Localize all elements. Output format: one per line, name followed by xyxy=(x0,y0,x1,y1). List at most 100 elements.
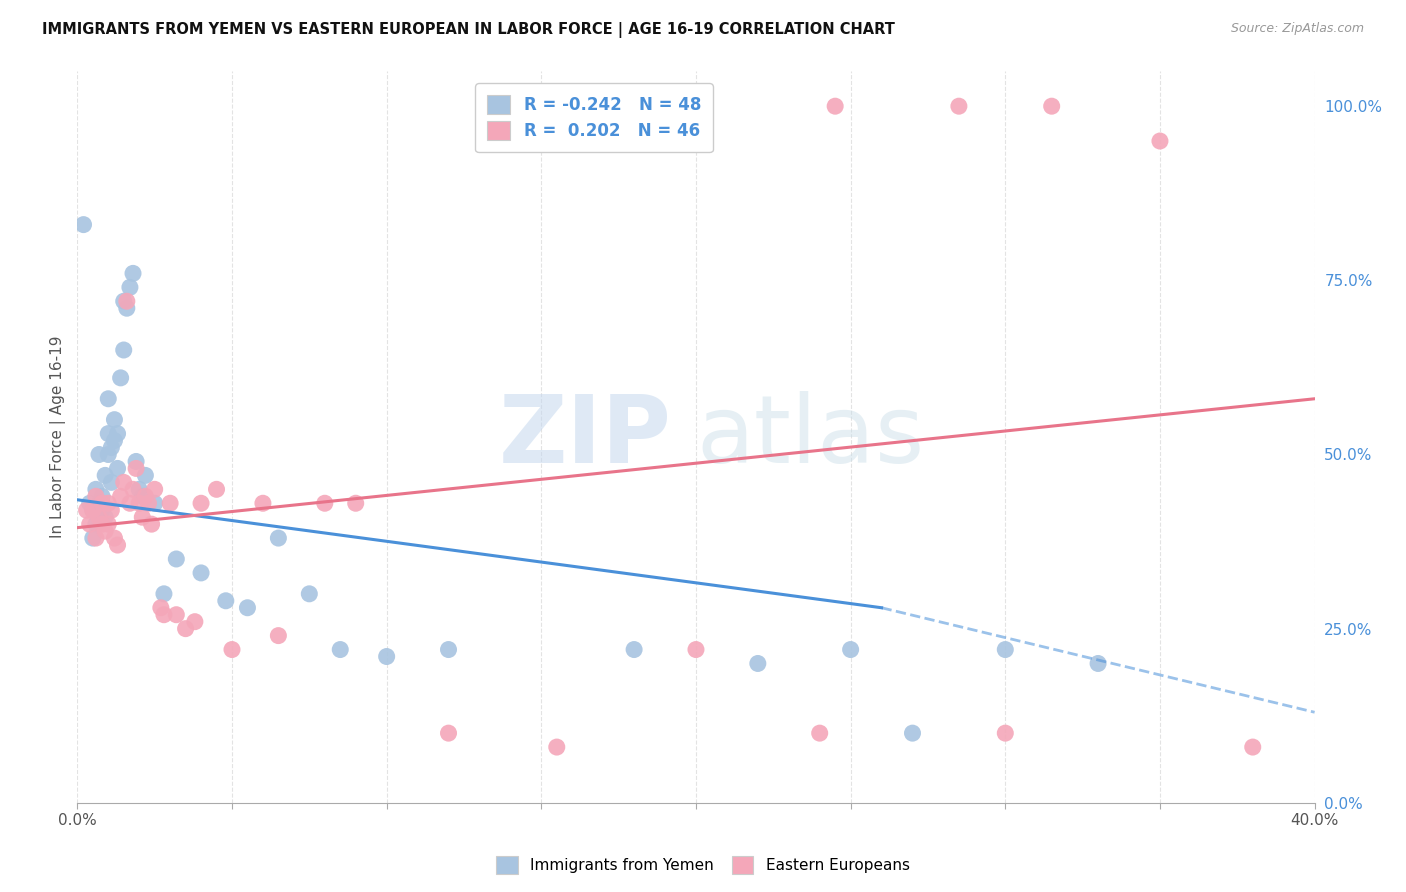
Point xyxy=(128,496,150,510)
Point xyxy=(901,726,924,740)
Point xyxy=(824,99,846,113)
Point xyxy=(84,517,107,532)
Point xyxy=(87,510,110,524)
Point xyxy=(839,642,862,657)
Point xyxy=(623,642,645,657)
Point xyxy=(94,468,117,483)
Point xyxy=(79,496,101,510)
Point xyxy=(267,531,290,545)
Point xyxy=(100,441,122,455)
Point xyxy=(190,566,212,580)
Point xyxy=(153,607,176,622)
Point xyxy=(1149,134,1171,148)
Point xyxy=(84,531,107,545)
Point xyxy=(118,280,141,294)
Legend: Immigrants from Yemen, Eastern Europeans: Immigrants from Yemen, Eastern Europeans xyxy=(491,850,915,880)
Point xyxy=(125,454,148,468)
Legend: R = -0.242   N = 48, R =  0.202   N = 46: R = -0.242 N = 48, R = 0.202 N = 46 xyxy=(475,83,713,152)
Point xyxy=(118,496,141,510)
Point xyxy=(97,448,120,462)
Point xyxy=(115,301,138,316)
Point xyxy=(87,496,110,510)
Point xyxy=(131,510,153,524)
Point xyxy=(107,538,129,552)
Point xyxy=(128,483,150,497)
Point xyxy=(808,726,831,740)
Point xyxy=(143,496,166,510)
Point xyxy=(103,412,125,426)
Point xyxy=(84,489,107,503)
Point xyxy=(138,496,160,510)
Point xyxy=(165,552,187,566)
Text: IMMIGRANTS FROM YEMEN VS EASTERN EUROPEAN IN LABOR FORCE | AGE 16-19 CORRELATION: IMMIGRANTS FROM YEMEN VS EASTERN EUROPEA… xyxy=(42,22,896,38)
Point xyxy=(91,517,114,532)
Point xyxy=(110,489,132,503)
Point xyxy=(94,510,117,524)
Point xyxy=(437,726,460,740)
Point xyxy=(82,503,104,517)
Point xyxy=(79,517,101,532)
Point xyxy=(115,294,138,309)
Point xyxy=(153,587,176,601)
Point xyxy=(314,496,336,510)
Point xyxy=(190,496,212,510)
Point xyxy=(110,371,132,385)
Point xyxy=(184,615,207,629)
Point xyxy=(107,461,129,475)
Point xyxy=(149,600,172,615)
Point xyxy=(141,517,163,532)
Text: ZIP: ZIP xyxy=(498,391,671,483)
Point xyxy=(685,642,707,657)
Point xyxy=(252,496,274,510)
Point xyxy=(97,392,120,406)
Point xyxy=(143,483,166,497)
Point xyxy=(100,503,122,517)
Point xyxy=(112,294,135,309)
Point xyxy=(82,531,104,545)
Point xyxy=(375,649,398,664)
Point xyxy=(131,489,153,503)
Point xyxy=(267,629,290,643)
Point xyxy=(97,517,120,532)
Point xyxy=(1241,740,1264,755)
Point xyxy=(159,496,181,510)
Point xyxy=(994,642,1017,657)
Point xyxy=(97,426,120,441)
Point xyxy=(215,594,238,608)
Text: atlas: atlas xyxy=(696,391,924,483)
Point xyxy=(134,468,156,483)
Point xyxy=(91,503,114,517)
Point xyxy=(122,266,145,280)
Point xyxy=(91,489,114,503)
Point xyxy=(174,622,197,636)
Text: Source: ZipAtlas.com: Source: ZipAtlas.com xyxy=(1230,22,1364,36)
Point xyxy=(546,740,568,755)
Point xyxy=(165,607,187,622)
Point xyxy=(76,503,98,517)
Point xyxy=(1087,657,1109,671)
Point xyxy=(298,587,321,601)
Point xyxy=(948,99,970,113)
Point xyxy=(97,496,120,510)
Point xyxy=(107,426,129,441)
Point xyxy=(72,218,94,232)
Point xyxy=(437,642,460,657)
Point xyxy=(103,531,125,545)
Point xyxy=(236,600,259,615)
Point xyxy=(122,483,145,497)
Point xyxy=(221,642,243,657)
Point xyxy=(994,726,1017,740)
Point xyxy=(329,642,352,657)
Point xyxy=(134,489,156,503)
Point xyxy=(1040,99,1063,113)
Y-axis label: In Labor Force | Age 16-19: In Labor Force | Age 16-19 xyxy=(51,335,66,539)
Point xyxy=(94,524,117,538)
Point xyxy=(205,483,228,497)
Point xyxy=(82,503,104,517)
Point xyxy=(87,448,110,462)
Point xyxy=(84,483,107,497)
Point xyxy=(747,657,769,671)
Point xyxy=(125,461,148,475)
Point xyxy=(100,475,122,490)
Point xyxy=(112,343,135,357)
